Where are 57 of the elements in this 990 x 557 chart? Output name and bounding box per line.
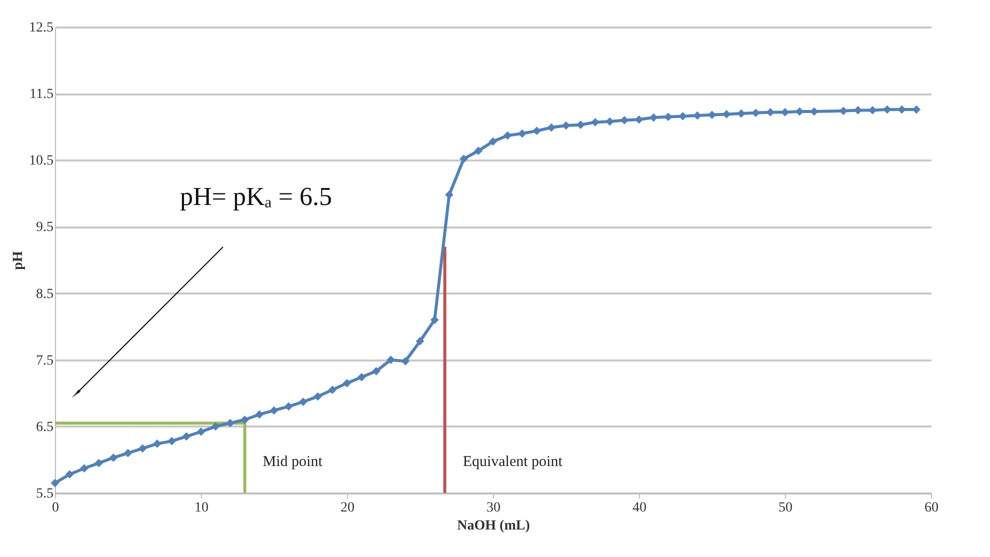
y-tick-label: 12.5 [29, 20, 54, 36]
point [416, 337, 424, 346]
point [314, 392, 322, 401]
point [488, 137, 498, 146]
x-tick-label: 60 [924, 500, 938, 516]
point [226, 418, 234, 428]
point [270, 406, 278, 415]
point [532, 126, 541, 136]
point [518, 129, 526, 138]
x-tick-label: 10 [194, 500, 208, 516]
x-tick-label: 20 [340, 500, 354, 516]
y-tick-label: 6.5 [36, 420, 54, 435]
point [606, 117, 614, 126]
point [474, 146, 483, 156]
point [65, 470, 74, 479]
point [284, 402, 293, 411]
point [80, 464, 88, 473]
point [168, 436, 176, 446]
point [342, 378, 352, 388]
point [211, 422, 220, 431]
point [299, 398, 308, 406]
y-tick-label: 5.5 [36, 486, 54, 502]
point [328, 386, 337, 394]
point [386, 356, 395, 364]
point [94, 458, 103, 468]
point [401, 357, 410, 366]
y-tick-label: 9.5 [36, 220, 54, 236]
y-tick-label: 8.5 [36, 286, 54, 302]
x-axis-title: NaOH (mL) [457, 518, 530, 534]
point [445, 190, 454, 199]
point [109, 454, 118, 462]
point [737, 109, 746, 118]
point [240, 416, 249, 424]
y-tick-label: 10.5 [29, 154, 54, 169]
annotation: Mid point [262, 454, 324, 470]
x-tick-label: 0 [52, 500, 59, 516]
point [503, 131, 512, 140]
annotation: Equivalent point [462, 454, 564, 470]
point [357, 372, 366, 382]
x-tick-label: 50 [778, 500, 792, 516]
point [678, 112, 687, 120]
x-tick-label: 40 [632, 500, 646, 516]
point [372, 366, 380, 376]
point [124, 448, 132, 458]
point [196, 428, 206, 436]
point [153, 440, 162, 448]
point [460, 154, 468, 163]
point [255, 410, 264, 419]
point [138, 444, 147, 453]
point [182, 432, 191, 441]
y-tick-label: 7.5 [36, 353, 54, 368]
point [50, 478, 60, 488]
y-tick-label: 11.5 [30, 87, 54, 102]
x-tick-label: 30 [486, 500, 500, 516]
point [430, 316, 439, 324]
y-axis-title: pH [11, 251, 26, 270]
annotation: pH= pKₐ = 6.5 [180, 182, 332, 211]
